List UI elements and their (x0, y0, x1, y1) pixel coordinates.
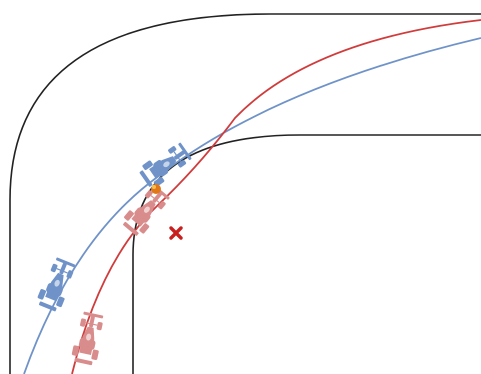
cross-mark-icon (169, 226, 183, 240)
collision-icon (151, 184, 161, 194)
blue-car-front (136, 139, 194, 191)
track-inner-edge (132, 134, 481, 374)
red-car-front (119, 182, 173, 239)
track-outer-edge (9, 13, 481, 374)
red-racing-line (71, 19, 481, 374)
blue-car-rear (34, 256, 79, 314)
